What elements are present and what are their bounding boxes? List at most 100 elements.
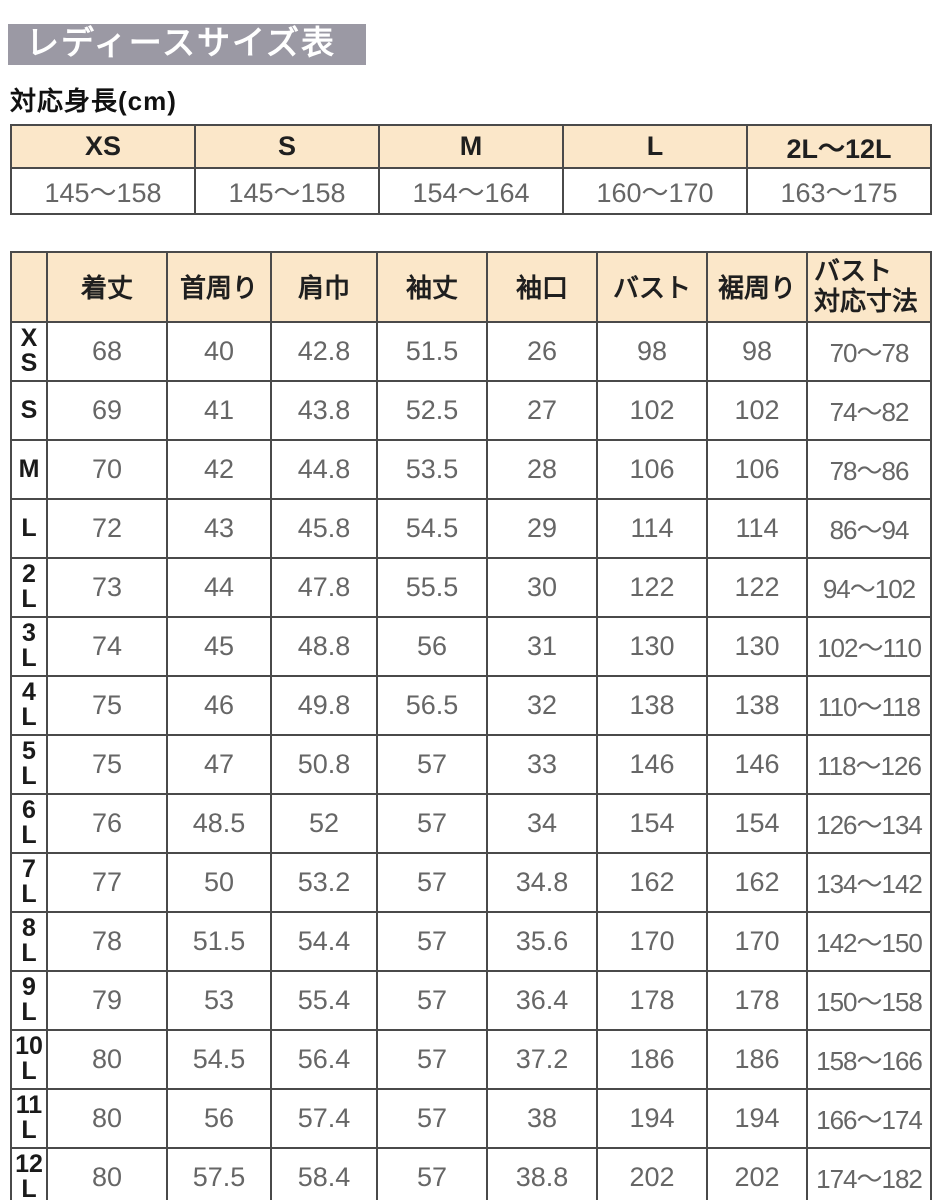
value-cell: 77 [46, 851, 168, 913]
value-cell: 57 [376, 851, 488, 913]
row-label-2L: 2 L [10, 556, 48, 618]
value-cell: 78～86 [806, 438, 932, 500]
table-row-6L: 6 L 76 48.5 52 57 34 154 154 126～134 [10, 792, 932, 854]
value-cell: 42 [166, 438, 272, 500]
value-cell: 57 [376, 792, 488, 854]
value-cell: 74 [46, 615, 168, 677]
height-table-value-cell-1: 145～158 [194, 166, 380, 215]
height-table-value-cell-0: 145～158 [10, 166, 196, 215]
value-cell: 54.4 [270, 910, 378, 972]
size-table-header-row: 着丈 首周り 肩巾 袖丈 袖口 バスト 裾周り バスト 対応寸法 [10, 250, 932, 323]
value-cell: 126～134 [806, 792, 932, 854]
table-row-M: M 70 42 44.8 53.5 28 106 106 78～86 [10, 438, 932, 500]
value-cell: 56 [166, 1087, 272, 1149]
value-cell: 76 [46, 792, 168, 854]
value-cell: 54.5 [166, 1028, 272, 1090]
height-table-title: 対応身長(cm) [10, 85, 177, 116]
row-label-12L: 12 L [10, 1146, 48, 1200]
value-cell: 102 [596, 379, 708, 441]
value-cell: 178 [596, 969, 708, 1031]
row-label-9L: 9 L [10, 969, 48, 1031]
height-table-value-cell-2: 154～164 [378, 166, 564, 215]
value-cell: 49.8 [270, 674, 378, 736]
table-row-8L: 8 L 78 51.5 54.4 57 35.6 170 170 142～150 [10, 910, 932, 972]
value-cell: 138 [706, 674, 808, 736]
size-table-header-cell-1: 首周り [166, 250, 272, 323]
value-cell: 150～158 [806, 969, 932, 1031]
height-table-header-cell-2: M [378, 123, 564, 169]
value-cell: 38.8 [486, 1146, 598, 1200]
value-cell: 57 [376, 1087, 488, 1149]
table-row-XS: X S 68 40 42.8 51.5 26 98 98 70～78 [10, 320, 932, 382]
value-cell: 162 [596, 851, 708, 913]
value-cell: 186 [706, 1028, 808, 1090]
value-cell: 52.5 [376, 379, 488, 441]
value-cell: 34 [486, 792, 598, 854]
value-cell: 57 [376, 969, 488, 1031]
value-cell: 79 [46, 969, 168, 1031]
value-cell: 194 [706, 1087, 808, 1149]
value-cell: 40 [166, 320, 272, 382]
value-cell: 130 [706, 615, 808, 677]
row-label-8L: 8 L [10, 910, 48, 972]
value-cell: 174～182 [806, 1146, 932, 1200]
value-cell: 166～174 [806, 1087, 932, 1149]
value-cell: 26 [486, 320, 598, 382]
table-row-12L: 12 L 80 57.5 58.4 57 38.8 202 202 174～182 [10, 1146, 932, 1200]
value-cell: 44 [166, 556, 272, 618]
value-cell: 146 [596, 733, 708, 795]
height-table-header-cell-1: S [194, 123, 380, 169]
value-cell: 52 [270, 792, 378, 854]
row-label-4L: 4 L [10, 674, 48, 736]
value-cell: 38 [486, 1087, 598, 1149]
value-cell: 106 [706, 438, 808, 500]
value-cell: 106 [596, 438, 708, 500]
value-cell: 70～78 [806, 320, 932, 382]
value-cell: 37.2 [486, 1028, 598, 1090]
row-label-L: L [10, 497, 48, 559]
value-cell: 28 [486, 438, 598, 500]
value-cell: 29 [486, 497, 598, 559]
table-row-L: L 72 43 45.8 54.5 29 114 114 86～94 [10, 497, 932, 559]
height-table-value-cell-4: 163～175 [746, 166, 932, 215]
value-cell: 146 [706, 733, 808, 795]
value-cell: 68 [46, 320, 168, 382]
value-cell: 55.4 [270, 969, 378, 1031]
value-cell: 78 [46, 910, 168, 972]
height-table-header-row: XS S M L 2L～12L [10, 123, 932, 169]
height-table: XS S M L 2L～12L 145～158 145～158 154～164 160～170… [10, 123, 932, 215]
value-cell: 154 [706, 792, 808, 854]
value-cell: 118～126 [806, 733, 932, 795]
value-cell: 32 [486, 674, 598, 736]
value-cell: 158～166 [806, 1028, 932, 1090]
size-table-header-cell-2: 肩巾 [270, 250, 378, 323]
value-cell: 80 [46, 1087, 168, 1149]
value-cell: 27 [486, 379, 598, 441]
row-label-7L: 7 L [10, 851, 48, 913]
table-row-10L: 10 L 80 54.5 56.4 57 37.2 186 186 158～166 [10, 1028, 932, 1090]
value-cell: 57.5 [166, 1146, 272, 1200]
row-label-3L: 3 L [10, 615, 48, 677]
value-cell: 94～102 [806, 556, 932, 618]
value-cell: 57 [376, 1146, 488, 1200]
table-row-4L: 4 L 75 46 49.8 56.5 32 138 138 110～118 [10, 674, 932, 736]
value-cell: 48.5 [166, 792, 272, 854]
size-table-header-cell-4: 袖口 [486, 250, 598, 323]
value-cell: 45.8 [270, 497, 378, 559]
value-cell: 43.8 [270, 379, 378, 441]
value-cell: 50.8 [270, 733, 378, 795]
value-cell: 142～150 [806, 910, 932, 972]
row-label-5L: 5 L [10, 733, 48, 795]
value-cell: 114 [706, 497, 808, 559]
value-cell: 53 [166, 969, 272, 1031]
row-label-M: M [10, 438, 48, 500]
value-cell: 57 [376, 910, 488, 972]
value-cell: 43 [166, 497, 272, 559]
page-title: レディースサイズ表 [8, 24, 367, 65]
value-cell: 57 [376, 733, 488, 795]
value-cell: 186 [596, 1028, 708, 1090]
table-row-3L: 3 L 74 45 48.8 56 31 130 130 102～110 [10, 615, 932, 677]
value-cell: 72 [46, 497, 168, 559]
value-cell: 130 [596, 615, 708, 677]
